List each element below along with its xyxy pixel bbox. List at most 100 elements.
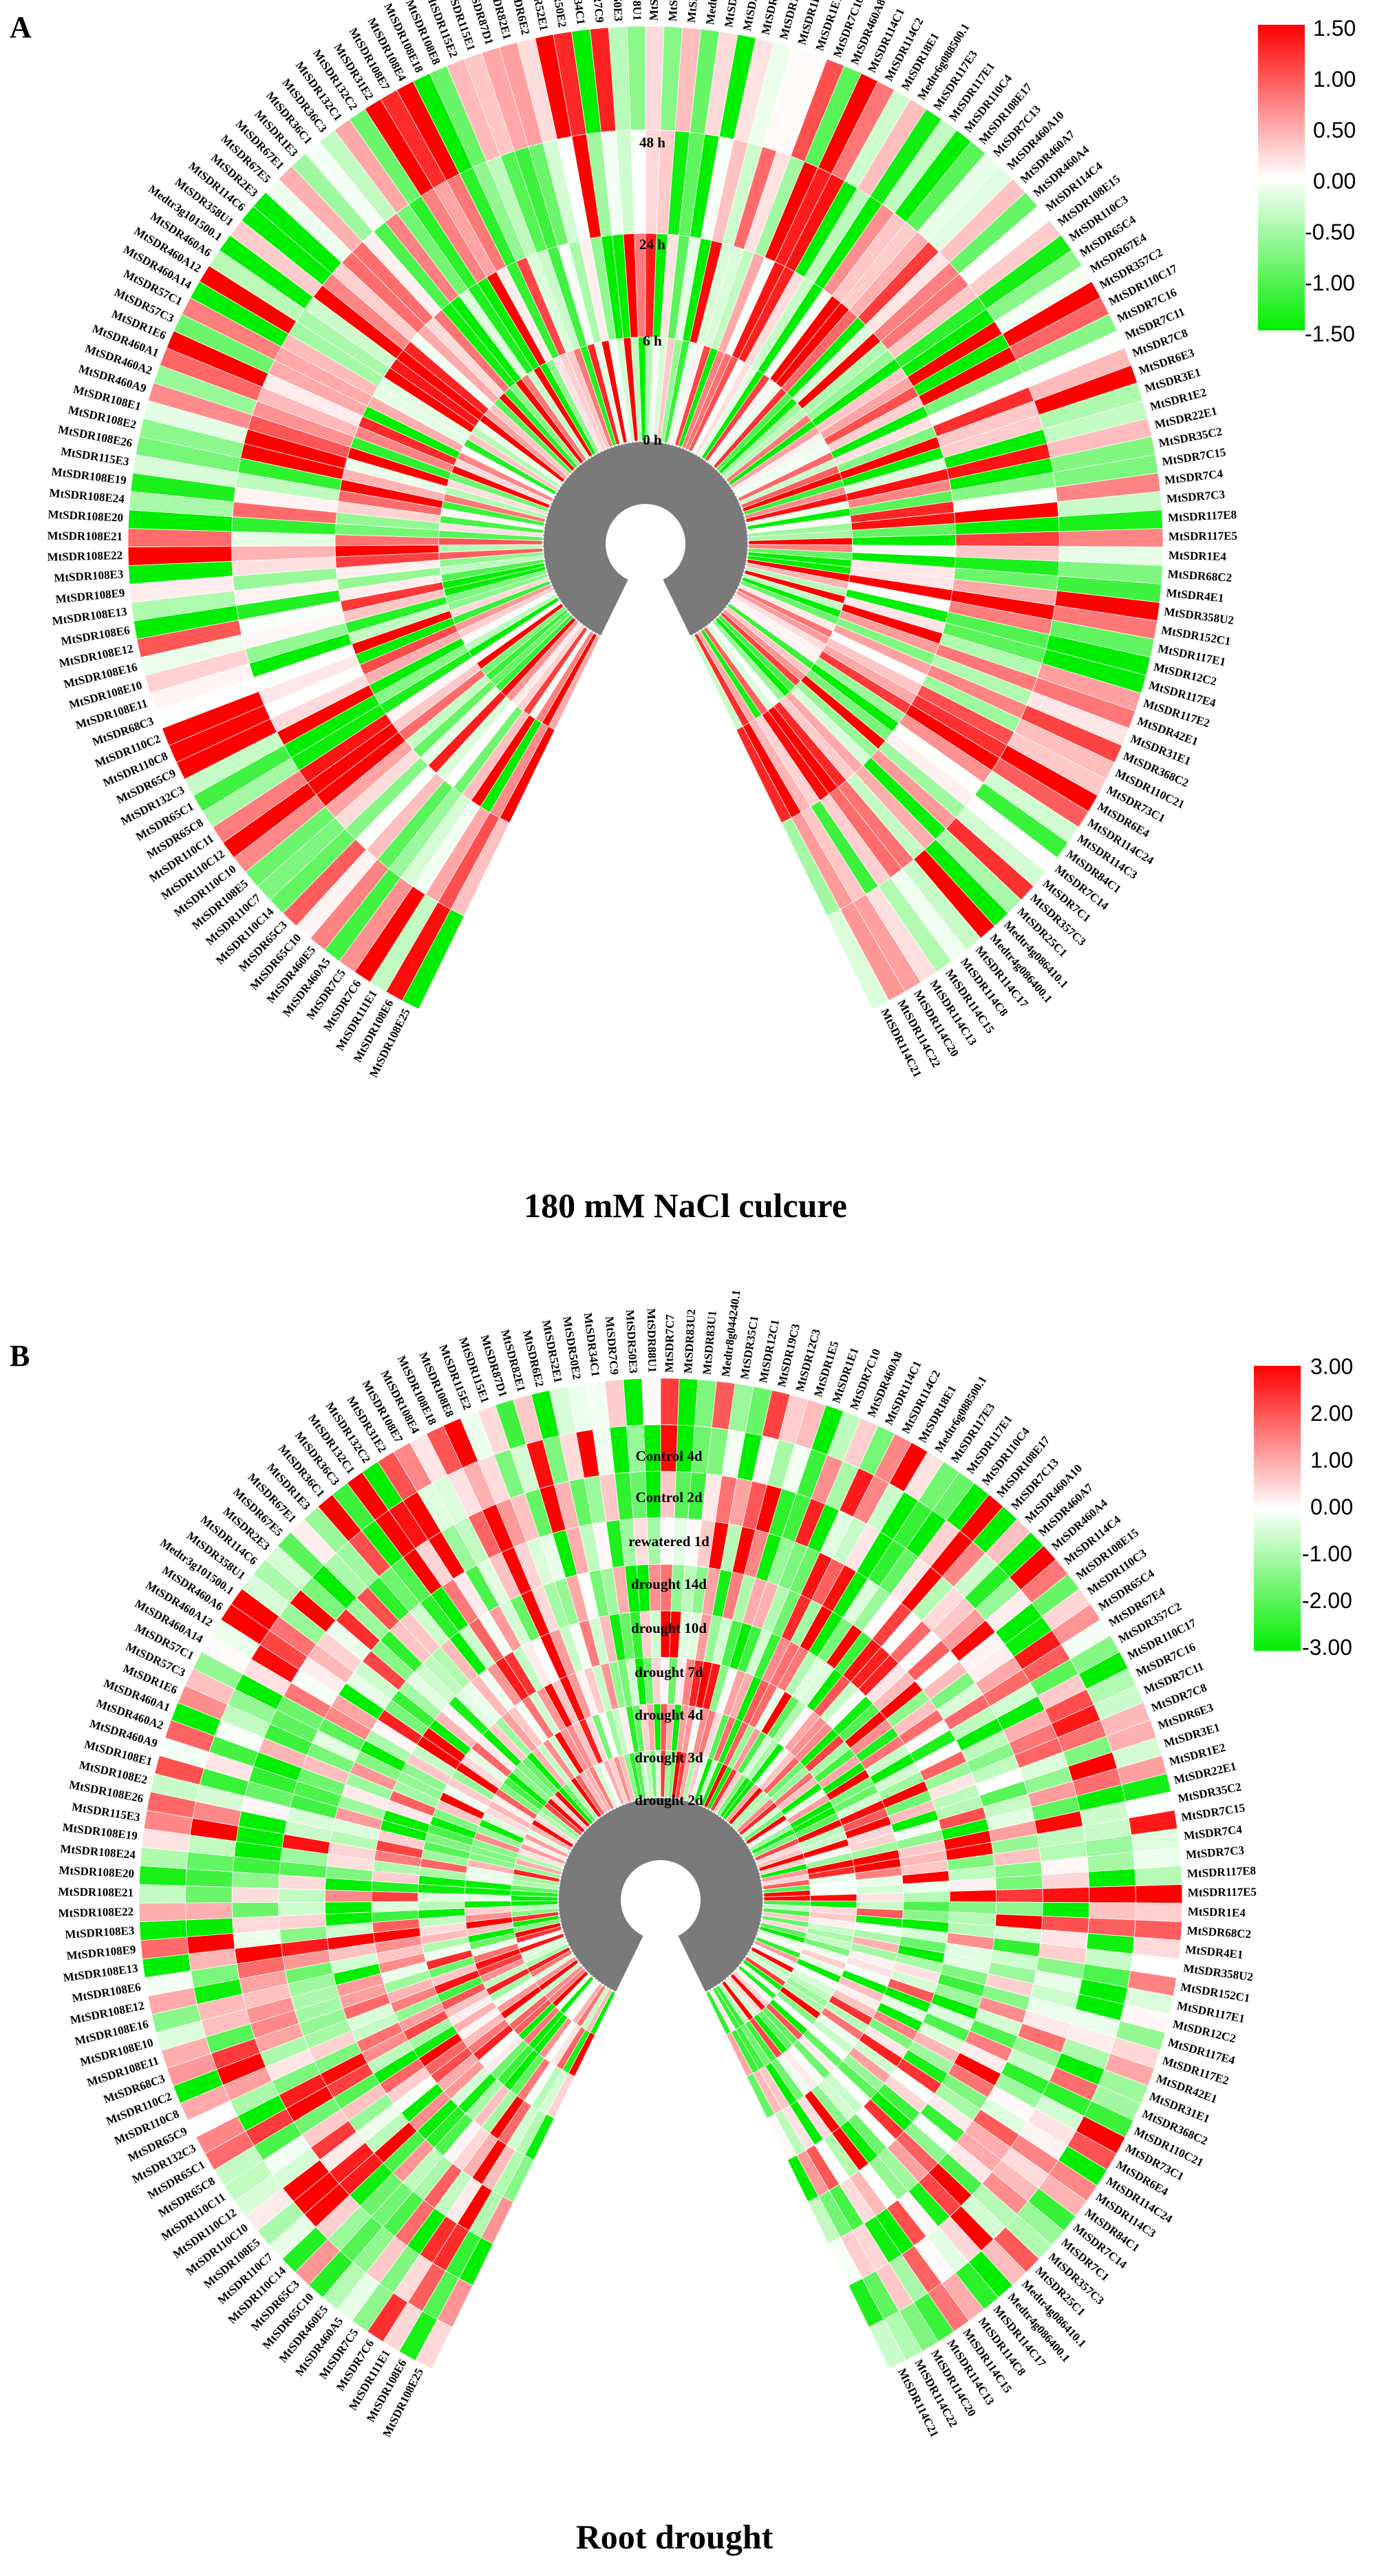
- panel-b-letter: B: [10, 1339, 30, 1373]
- colorbar-a: 1.50 1.00 0.50 0.00 -0.50 -1.00 -1.50: [1258, 16, 1356, 346]
- heatmap-cell: [827, 909, 890, 1010]
- gene-label: MtSDR7C7: [663, 1313, 677, 1373]
- dendrogram: [559, 1797, 763, 1992]
- heatmap-a: MtSDR108E25MtSDR108E6MtSDR111E1MtSDR7C6M…: [47, 0, 1237, 1079]
- gene-label: MtSDR7C15: [1161, 445, 1226, 468]
- colorbar-tick: -3.00: [1302, 1635, 1352, 1660]
- panel-a: A MtSDR108E25MtSDR108E6MtSDR111E1MtSDR7C…: [10, 0, 1356, 1225]
- gene-label: MtSDR7C15: [1180, 1801, 1246, 1824]
- gene-label: MtSDR108E9: [55, 587, 125, 606]
- gene-label: MtSDR358U2: [1163, 605, 1235, 627]
- heatmap-cell: [641, 1377, 661, 1426]
- colorbar-a-ticks: 1.50 1.00 0.50 0.00 -0.50 -1.00 -1.50: [1305, 16, 1356, 346]
- colorbar-tick: -2.00: [1302, 1588, 1352, 1613]
- gene-label: MtSDR1E4: [1169, 549, 1227, 563]
- gene-label: MtSDR108E3: [54, 567, 124, 584]
- gene-label: MtSDR117E8: [1168, 508, 1237, 525]
- gene-label: MtSDR108E24: [49, 486, 125, 505]
- colorbar-b-ticks: 3.00 2.00 1.00 0.00 -1.00 -2.00 -3.00: [1302, 1354, 1353, 1660]
- heatmap-cell: [660, 1377, 680, 1426]
- gene-label: MtSDR7C4: [1183, 1823, 1243, 1843]
- heatmap-cell: [1088, 1902, 1136, 1921]
- ring-label: Control 4d: [635, 1448, 702, 1464]
- gene-label: MtSDR83U1: [685, 0, 703, 23]
- heatmap-cell: [1134, 1865, 1183, 1886]
- ring-label: drought 2d: [635, 1792, 703, 1808]
- heatmap-cell: [371, 1901, 419, 1913]
- heatmap-cell: [324, 1890, 372, 1903]
- colorbar-tick: 0.50: [1313, 118, 1356, 142]
- heatmap-cell: [996, 1888, 1043, 1903]
- heatmap-cell: [138, 1865, 187, 1886]
- heatmap-cell: [1058, 528, 1164, 547]
- ring-label: drought 3d: [635, 1749, 703, 1766]
- gene-label: MtSDR117E8: [1187, 1864, 1257, 1881]
- gene-label: MtSDR115E3: [71, 1800, 141, 1824]
- gene-label: MtSDR35C1: [738, 1315, 761, 1380]
- colorbar-a-gradient: [1258, 25, 1305, 330]
- heatmap-cell: [810, 1894, 857, 1902]
- colorbar-tick: 2.00: [1310, 1401, 1353, 1426]
- ring-labels-a: 48 h 24 h 6 h 0 h: [639, 134, 665, 448]
- ring-labels-b: Control 4d Control 2d rewatered 1d droug…: [628, 1448, 710, 1808]
- colorbar-tick: -1.00: [1305, 271, 1355, 295]
- heatmap-cell: [1041, 1871, 1090, 1889]
- heatmap-cell: [868, 2319, 907, 2369]
- gene-label: MtSDR108E24: [60, 1842, 136, 1861]
- heatmap-cell: [139, 1919, 188, 1941]
- colorbar-tick: 3.00: [1310, 1354, 1353, 1379]
- gene-label: MtSDR108E13: [52, 605, 128, 628]
- gene-label: MtSDR4E1: [1185, 1943, 1244, 1961]
- heatmap-cell: [1089, 1886, 1136, 1903]
- gene-label: MtSDR34C1: [582, 1312, 603, 1377]
- colorbar-b-gradient: [1254, 1366, 1301, 1651]
- colorbar-tick: 0.00: [1313, 169, 1356, 193]
- panel-b-caption: Root drought: [576, 2517, 774, 2556]
- gene-label: MtSDR88U1: [630, 0, 644, 21]
- gene-label: MtSDR117E5: [1169, 529, 1237, 543]
- colorbar-tick: -1.50: [1305, 321, 1355, 346]
- colorbar-b: 3.00 2.00 1.00 0.00 -1.00 -2.00 -3.00: [1254, 1354, 1353, 1660]
- gene-label: MtSDR108E22: [58, 1905, 134, 1920]
- gene-label: MtSDR68C2: [1186, 1924, 1251, 1941]
- colorbar-tick: -1.00: [1302, 1541, 1352, 1566]
- gene-label: MtSDR115E3: [60, 445, 130, 468]
- gene-label: MtSDR50E3: [608, 0, 625, 22]
- heatmap-cell: [995, 1901, 1043, 1917]
- heatmap-cell: [1135, 1884, 1183, 1903]
- heatmap-cell: [1042, 1901, 1090, 1919]
- gene-label: MtSDR108E20: [47, 508, 123, 525]
- panel-a-letter: A: [10, 10, 32, 44]
- gene-label: Medtr8g044240.1: [719, 1289, 743, 1377]
- gene-label: MtSDR108E3: [65, 1924, 135, 1941]
- heatmap-cell: [371, 1891, 418, 1902]
- heatmap-cell: [231, 1887, 279, 1903]
- heatmap-cell: [138, 1902, 186, 1923]
- gene-label: MtSDR83U2: [681, 1309, 698, 1373]
- heatmap-cell: [278, 1901, 326, 1917]
- ring-label: drought 10d: [631, 1620, 707, 1636]
- gene-label: MtSDR50E2: [560, 1316, 584, 1380]
- gene-label: MtSDR108E9: [66, 1943, 136, 1963]
- heatmap-cell: [1042, 1887, 1090, 1903]
- colorbar-tick: -0.50: [1305, 220, 1355, 244]
- heatmap-cell: [185, 1917, 234, 1938]
- gene-label: MtSDR358U2: [1182, 1961, 1254, 1983]
- gene-label: MtSDR7C7: [648, 0, 662, 21]
- ring-label: 48 h: [639, 134, 665, 151]
- heatmap-cell: [185, 1902, 233, 1921]
- gene-label: MtSDR108E22: [47, 549, 122, 564]
- gene-label: MtSDR88U1: [645, 1308, 659, 1373]
- gene-label: MtSDR7C3: [1166, 487, 1225, 505]
- gene-label: MtSDR34C1: [566, 0, 588, 25]
- heatmap-cell: [185, 1886, 233, 1903]
- colorbar-tick: 1.50: [1313, 16, 1356, 41]
- heatmap-cell: [1088, 1868, 1136, 1888]
- heatmap-cell: [278, 1888, 326, 1903]
- gene-label: MtSDR1E4: [1188, 1905, 1246, 1919]
- gene-label: MtSDR7C9: [603, 1316, 621, 1375]
- ring-label: Control 2d: [635, 1489, 702, 1506]
- heatmap-b: MtSDR108E25MtSDR108E6MtSDR111E1MtSDR7C6M…: [58, 1289, 1257, 2440]
- heatmap-cell: [138, 1884, 186, 1903]
